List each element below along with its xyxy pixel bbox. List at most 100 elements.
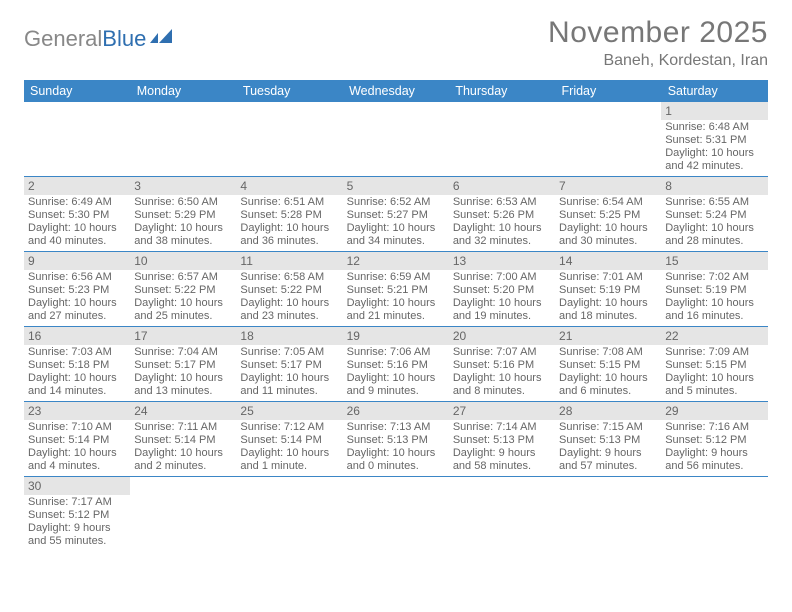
day-number: 17 bbox=[130, 327, 236, 345]
calendar-cell: 19Sunrise: 7:06 AMSunset: 5:16 PMDayligh… bbox=[343, 327, 449, 402]
day-number: 18 bbox=[236, 327, 342, 345]
flag-icon bbox=[150, 29, 176, 47]
calendar-cell bbox=[555, 102, 661, 177]
day-details: Sunrise: 7:00 AMSunset: 5:20 PMDaylight:… bbox=[449, 270, 555, 326]
empty-day bbox=[449, 102, 555, 118]
calendar-cell: 2Sunrise: 6:49 AMSunset: 5:30 PMDaylight… bbox=[24, 177, 130, 252]
calendar-cell bbox=[24, 102, 130, 177]
calendar-cell: 26Sunrise: 7:13 AMSunset: 5:13 PMDayligh… bbox=[343, 402, 449, 477]
calendar-cell: 10Sunrise: 6:57 AMSunset: 5:22 PMDayligh… bbox=[130, 252, 236, 327]
calendar-row: 16Sunrise: 7:03 AMSunset: 5:18 PMDayligh… bbox=[24, 327, 768, 402]
empty-day bbox=[343, 102, 449, 118]
day-details: Sunrise: 7:15 AMSunset: 5:13 PMDaylight:… bbox=[555, 420, 661, 476]
day-number: 5 bbox=[343, 177, 449, 195]
weekday-header: Wednesday bbox=[343, 80, 449, 102]
day-number: 26 bbox=[343, 402, 449, 420]
day-number: 21 bbox=[555, 327, 661, 345]
location: Baneh, Kordestan, Iran bbox=[548, 52, 768, 70]
day-number: 24 bbox=[130, 402, 236, 420]
day-details: Sunrise: 6:49 AMSunset: 5:30 PMDaylight:… bbox=[24, 195, 130, 251]
day-number: 11 bbox=[236, 252, 342, 270]
calendar-cell: 12Sunrise: 6:59 AMSunset: 5:21 PMDayligh… bbox=[343, 252, 449, 327]
calendar-cell: 4Sunrise: 6:51 AMSunset: 5:28 PMDaylight… bbox=[236, 177, 342, 252]
calendar-cell: 7Sunrise: 6:54 AMSunset: 5:25 PMDaylight… bbox=[555, 177, 661, 252]
empty-day bbox=[236, 102, 342, 118]
day-details: Sunrise: 7:16 AMSunset: 5:12 PMDaylight:… bbox=[661, 420, 767, 476]
day-number: 29 bbox=[661, 402, 767, 420]
calendar-cell: 27Sunrise: 7:14 AMSunset: 5:13 PMDayligh… bbox=[449, 402, 555, 477]
calendar-cell: 24Sunrise: 7:11 AMSunset: 5:14 PMDayligh… bbox=[130, 402, 236, 477]
calendar-cell bbox=[236, 477, 342, 552]
day-number: 22 bbox=[661, 327, 767, 345]
month-title: November 2025 bbox=[548, 16, 768, 50]
weekday-header: Tuesday bbox=[236, 80, 342, 102]
calendar-table: Sunday Monday Tuesday Wednesday Thursday… bbox=[24, 80, 768, 551]
calendar-cell: 15Sunrise: 7:02 AMSunset: 5:19 PMDayligh… bbox=[661, 252, 767, 327]
calendar-cell bbox=[130, 477, 236, 552]
calendar-cell: 21Sunrise: 7:08 AMSunset: 5:15 PMDayligh… bbox=[555, 327, 661, 402]
calendar-cell: 28Sunrise: 7:15 AMSunset: 5:13 PMDayligh… bbox=[555, 402, 661, 477]
day-details: Sunrise: 6:52 AMSunset: 5:27 PMDaylight:… bbox=[343, 195, 449, 251]
weekday-header-row: Sunday Monday Tuesday Wednesday Thursday… bbox=[24, 80, 768, 102]
day-details: Sunrise: 7:17 AMSunset: 5:12 PMDaylight:… bbox=[24, 495, 130, 551]
calendar-cell bbox=[449, 102, 555, 177]
day-number: 16 bbox=[24, 327, 130, 345]
calendar-cell bbox=[343, 477, 449, 552]
calendar-cell: 9Sunrise: 6:56 AMSunset: 5:23 PMDaylight… bbox=[24, 252, 130, 327]
empty-day bbox=[555, 102, 661, 118]
calendar-cell bbox=[343, 102, 449, 177]
day-number: 14 bbox=[555, 252, 661, 270]
day-number: 8 bbox=[661, 177, 767, 195]
calendar-cell bbox=[449, 477, 555, 552]
day-details: Sunrise: 7:05 AMSunset: 5:17 PMDaylight:… bbox=[236, 345, 342, 401]
day-details: Sunrise: 6:54 AMSunset: 5:25 PMDaylight:… bbox=[555, 195, 661, 251]
day-number: 3 bbox=[130, 177, 236, 195]
day-details: Sunrise: 7:10 AMSunset: 5:14 PMDaylight:… bbox=[24, 420, 130, 476]
calendar-row: 9Sunrise: 6:56 AMSunset: 5:23 PMDaylight… bbox=[24, 252, 768, 327]
calendar-cell bbox=[555, 477, 661, 552]
day-details: Sunrise: 7:12 AMSunset: 5:14 PMDaylight:… bbox=[236, 420, 342, 476]
day-number: 25 bbox=[236, 402, 342, 420]
day-details: Sunrise: 6:57 AMSunset: 5:22 PMDaylight:… bbox=[130, 270, 236, 326]
day-number: 7 bbox=[555, 177, 661, 195]
calendar-cell: 29Sunrise: 7:16 AMSunset: 5:12 PMDayligh… bbox=[661, 402, 767, 477]
day-details: Sunrise: 6:55 AMSunset: 5:24 PMDaylight:… bbox=[661, 195, 767, 251]
calendar-cell: 20Sunrise: 7:07 AMSunset: 5:16 PMDayligh… bbox=[449, 327, 555, 402]
empty-day bbox=[24, 102, 130, 118]
day-number: 20 bbox=[449, 327, 555, 345]
day-details: Sunrise: 6:56 AMSunset: 5:23 PMDaylight:… bbox=[24, 270, 130, 326]
day-details: Sunrise: 6:58 AMSunset: 5:22 PMDaylight:… bbox=[236, 270, 342, 326]
weekday-header: Monday bbox=[130, 80, 236, 102]
day-number: 12 bbox=[343, 252, 449, 270]
calendar-cell bbox=[236, 102, 342, 177]
calendar-cell: 23Sunrise: 7:10 AMSunset: 5:14 PMDayligh… bbox=[24, 402, 130, 477]
calendar-cell bbox=[661, 477, 767, 552]
day-details: Sunrise: 7:09 AMSunset: 5:15 PMDaylight:… bbox=[661, 345, 767, 401]
day-details: Sunrise: 6:59 AMSunset: 5:21 PMDaylight:… bbox=[343, 270, 449, 326]
day-number: 10 bbox=[130, 252, 236, 270]
day-details: Sunrise: 7:06 AMSunset: 5:16 PMDaylight:… bbox=[343, 345, 449, 401]
calendar-cell: 5Sunrise: 6:52 AMSunset: 5:27 PMDaylight… bbox=[343, 177, 449, 252]
calendar-cell: 16Sunrise: 7:03 AMSunset: 5:18 PMDayligh… bbox=[24, 327, 130, 402]
calendar-cell: 8Sunrise: 6:55 AMSunset: 5:24 PMDaylight… bbox=[661, 177, 767, 252]
calendar-cell: 6Sunrise: 6:53 AMSunset: 5:26 PMDaylight… bbox=[449, 177, 555, 252]
calendar-cell: 18Sunrise: 7:05 AMSunset: 5:17 PMDayligh… bbox=[236, 327, 342, 402]
day-details: Sunrise: 7:01 AMSunset: 5:19 PMDaylight:… bbox=[555, 270, 661, 326]
day-number: 2 bbox=[24, 177, 130, 195]
brand-part2: Blue bbox=[102, 26, 146, 52]
calendar-row: 1Sunrise: 6:48 AMSunset: 5:31 PMDaylight… bbox=[24, 102, 768, 177]
calendar-cell: 11Sunrise: 6:58 AMSunset: 5:22 PMDayligh… bbox=[236, 252, 342, 327]
header: GeneralBlue November 2025 Baneh, Kordest… bbox=[24, 16, 768, 70]
day-details: Sunrise: 6:48 AMSunset: 5:31 PMDaylight:… bbox=[661, 120, 767, 176]
calendar-row: 2Sunrise: 6:49 AMSunset: 5:30 PMDaylight… bbox=[24, 177, 768, 252]
calendar-cell: 3Sunrise: 6:50 AMSunset: 5:29 PMDaylight… bbox=[130, 177, 236, 252]
calendar-cell: 22Sunrise: 7:09 AMSunset: 5:15 PMDayligh… bbox=[661, 327, 767, 402]
day-details: Sunrise: 6:53 AMSunset: 5:26 PMDaylight:… bbox=[449, 195, 555, 251]
day-number: 23 bbox=[24, 402, 130, 420]
calendar-cell bbox=[130, 102, 236, 177]
day-number: 1 bbox=[661, 102, 767, 120]
day-number: 4 bbox=[236, 177, 342, 195]
calendar-row: 23Sunrise: 7:10 AMSunset: 5:14 PMDayligh… bbox=[24, 402, 768, 477]
day-number: 9 bbox=[24, 252, 130, 270]
day-details: Sunrise: 6:50 AMSunset: 5:29 PMDaylight:… bbox=[130, 195, 236, 251]
